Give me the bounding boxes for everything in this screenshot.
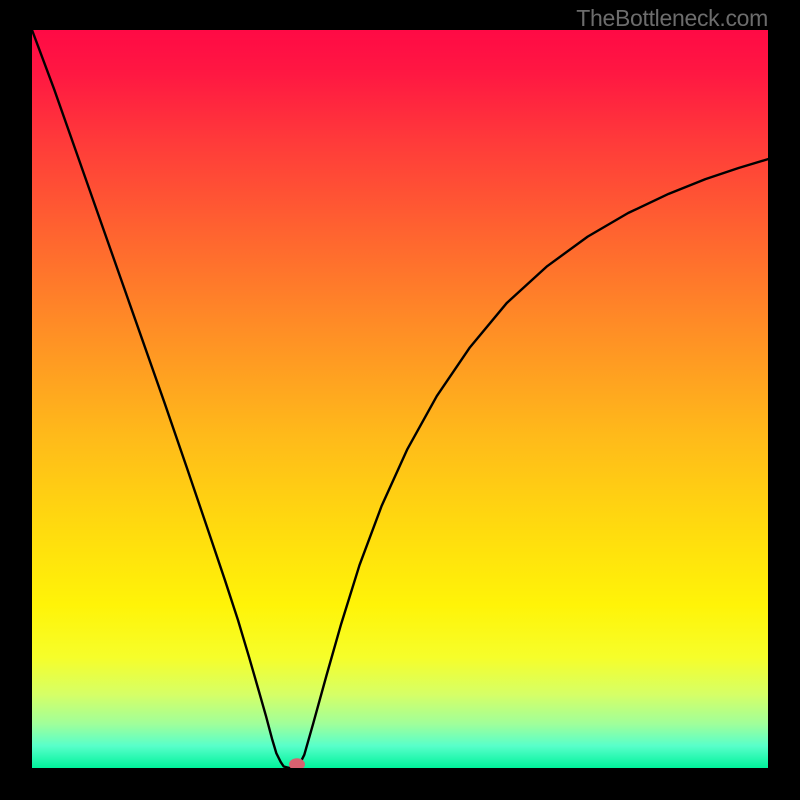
gradient-background [32,30,768,768]
chart-frame: TheBottleneck.com [0,0,800,800]
plot-area [32,30,768,768]
watermark-text: TheBottleneck.com [576,5,768,32]
chart-svg [32,30,768,768]
